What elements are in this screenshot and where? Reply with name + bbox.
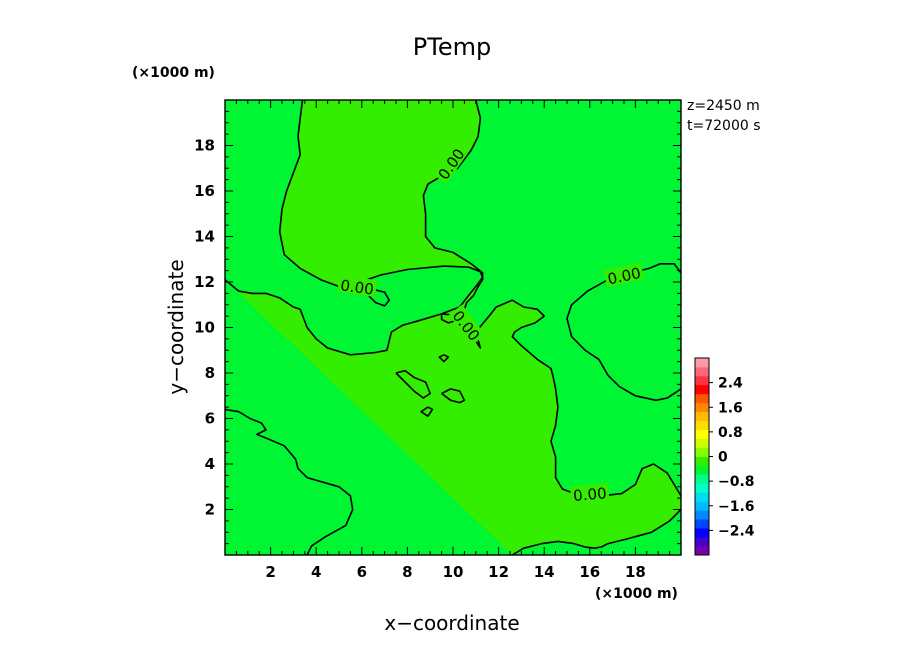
x-tick-label: 2 <box>265 563 275 581</box>
y-unit-label: (×1000 m) <box>132 65 215 81</box>
colorbar-label: 2.4 <box>718 376 743 392</box>
negative-region <box>225 409 353 555</box>
colorbar-cell <box>695 474 709 484</box>
positive-region <box>225 100 681 555</box>
y-tick-labels: 2 4 6 8 10 12 14 16 18 <box>194 137 215 519</box>
colorbar-cell <box>695 456 709 466</box>
colorbar-cell <box>695 429 709 439</box>
y-tick-label: 10 <box>194 319 215 337</box>
x-tick-label: 14 <box>534 563 555 581</box>
level-annotation: z=2450 m <box>687 98 760 114</box>
colorbar-cell <box>695 420 709 431</box>
colorbar-cell <box>695 393 709 404</box>
contour-lines <box>224 99 682 556</box>
colorbar-cell <box>695 546 709 556</box>
negative-region <box>512 509 681 555</box>
colorbar-cell <box>695 501 709 511</box>
x-tick-label: 6 <box>357 563 367 581</box>
colorbar: 2.4 1.6 0.8 0 −0.8 −1.6 −2.4 <box>694 357 755 556</box>
colorbar-cell <box>695 465 709 475</box>
colorbar-cell <box>695 447 709 457</box>
x-tick-label: 4 <box>311 563 321 581</box>
colorbar-cell <box>695 438 709 448</box>
colorbar-cell <box>695 402 709 413</box>
contour-label: 0.00 <box>337 274 378 299</box>
y-tick-label: 8 <box>205 364 215 382</box>
y-tick-label: 4 <box>205 455 215 473</box>
axis-ticks <box>225 100 681 555</box>
colorbar-label: −0.8 <box>718 474 755 490</box>
contour-line <box>441 388 466 404</box>
colorbar-cell <box>695 358 709 368</box>
colorbar-labels: 2.4 1.6 0.8 0 −0.8 −1.6 −2.4 <box>718 376 755 540</box>
colorbar-cell <box>695 528 709 538</box>
y-tick-label: 14 <box>194 228 215 246</box>
colorbar-cell <box>695 519 709 529</box>
y-tick-label: 16 <box>194 182 215 200</box>
contour-line <box>224 99 484 356</box>
colorbar-cell <box>695 375 709 386</box>
plot-area: 0.000.00 0.000.000.00 2 4 6 8 10 12 14 16 18 2468… <box>194 99 682 581</box>
contour-line <box>438 354 450 363</box>
contour-line <box>395 369 431 399</box>
y-tick-label: 6 <box>205 410 215 428</box>
contour-label-bg <box>432 142 469 184</box>
contour-label-bg <box>603 262 645 287</box>
y-tick-label: 2 <box>205 501 215 519</box>
contour-label-text: 0.00 <box>339 276 375 298</box>
colorbar-cell <box>695 483 709 493</box>
positive-regions <box>225 100 681 555</box>
x-tick-label: 10 <box>443 563 464 581</box>
x-tick-label: 8 <box>402 563 412 581</box>
colorbar-label: 0.8 <box>718 425 743 441</box>
colorbar-cell <box>695 366 709 377</box>
colorbar-label: 1.6 <box>718 400 743 416</box>
colorbar-cell <box>695 411 709 422</box>
x-unit-label: (×1000 m) <box>595 586 678 602</box>
contour-label-bg <box>337 274 378 298</box>
y-axis-label: y−coordinate <box>164 259 188 394</box>
x-tick-label: 16 <box>579 563 600 581</box>
colorbar-cell <box>695 384 709 395</box>
y-tick-label: 18 <box>194 137 215 155</box>
contour-label-bg <box>448 304 486 346</box>
chart-title: PTemp <box>413 33 491 61</box>
colorbar-label: 0 <box>718 450 728 466</box>
colorbar-label: −1.6 <box>718 499 755 515</box>
x-axis-label: x−coordinate <box>384 611 519 635</box>
colorbar-cell <box>695 537 709 547</box>
colorbar-cells <box>695 358 709 556</box>
colorbar-ticks <box>709 382 713 531</box>
contour-line <box>511 508 682 556</box>
contour-line <box>422 99 682 497</box>
negative-region <box>567 263 681 401</box>
x-tick-labels: 2 4 6 8 10 12 14 16 18 <box>265 563 645 581</box>
contour-line <box>420 406 434 417</box>
y-tick-label: 12 <box>194 273 215 291</box>
x-tick-label: 18 <box>625 563 646 581</box>
contour-label-bg <box>570 482 610 504</box>
contour-line <box>566 263 682 402</box>
contour-label-text: 0.00 <box>572 484 607 505</box>
colorbar-cell <box>695 510 709 520</box>
contour-line <box>224 408 354 556</box>
time-annotation: t=72000 s <box>687 118 761 134</box>
contour-label: 0.00 <box>570 482 610 505</box>
colorbar-label: −2.4 <box>718 523 755 539</box>
x-tick-label: 12 <box>488 563 509 581</box>
colorbar-cell <box>695 492 709 502</box>
